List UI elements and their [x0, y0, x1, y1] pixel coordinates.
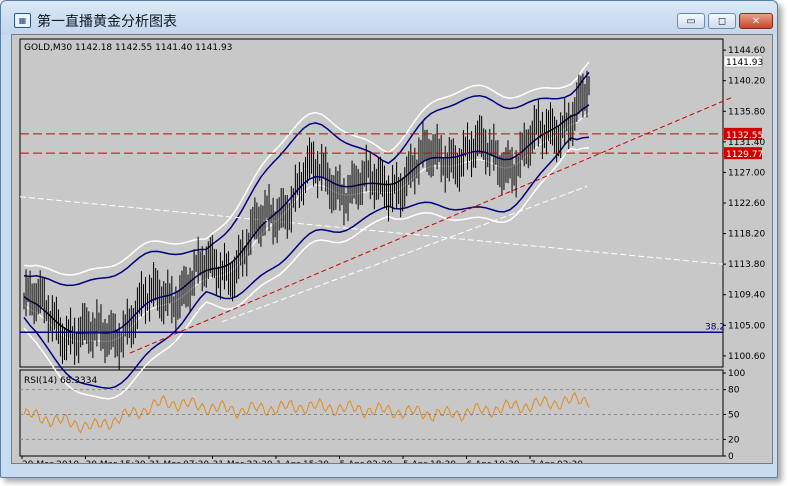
time-tick-label: 31 Mar 23:30 — [213, 460, 273, 463]
price-tick-label: 1140.20 — [728, 77, 765, 87]
horizontal-lines[interactable]: 1132.55 1129.77 38.2 — [20, 127, 763, 334]
time-tick-label: 30 Mar 15:30 — [86, 460, 146, 463]
chart-window: ▦ 第一直播黄金分析图表 ▭ ◻ ✕ 1132.55 1129.77 38.2 GO… — [0, 0, 778, 478]
symbol-info: GOLD,M30 1142.18 1142.55 1141.40 1141.93 — [24, 43, 232, 53]
price-chart[interactable]: 1132.55 1129.77 38.2 GOLD,M30 1142.18 1142… — [12, 35, 772, 463]
window-title: 第一直播黄金分析图表 — [37, 14, 177, 30]
price-tick-label: 1105.00 — [728, 321, 765, 331]
upper-band — [23, 71, 590, 287]
minimize-button[interactable]: ▭ — [677, 13, 705, 29]
chart-area[interactable]: 1132.55 1129.77 38.2 GOLD,M30 1142.18 1142… — [11, 34, 773, 464]
close-button[interactable]: ✕ — [739, 13, 773, 29]
fib-label: 38.2 — [705, 322, 725, 332]
rsi-tick-label: 50 — [728, 411, 740, 421]
rsi-line — [23, 391, 590, 434]
white-trend-line — [19, 196, 724, 265]
rsi-tick-label: 0 — [728, 452, 734, 462]
white-trend-line-2 — [221, 185, 588, 323]
bollinger-bands — [23, 61, 590, 400]
price-tick-label: 1144.60 — [728, 46, 765, 56]
time-tick-label: 6 Apr 10:30 — [467, 460, 520, 463]
price-tick-label: 1127.00 — [728, 168, 765, 178]
price-tick-label: 1122.60 — [728, 199, 765, 209]
current-price: 1141.93 — [726, 58, 763, 68]
current-price-tag — [723, 55, 763, 68]
rsi-tick-label: 80 — [728, 386, 740, 396]
rsi-axis: 100 80 50 20 0 — [20, 369, 745, 462]
chart-window-icon[interactable]: ▦ — [14, 13, 31, 28]
price-tick-label: 1118.20 — [728, 230, 765, 240]
rsi-label: RSI(14) 68.3334 — [24, 376, 97, 386]
time-tick-label: 5 Apr 18:30 — [403, 460, 456, 463]
price-bars — [23, 70, 590, 370]
time-tick-label: 5 Apr 02:30 — [340, 460, 393, 463]
rsi-series-line — [23, 391, 590, 434]
price-level-label: 1129.77 — [726, 150, 763, 160]
time-axis: 29 Mar 2010 30 Mar 15:3031 Mar 07:30 31 Ma… — [21, 456, 583, 463]
title-bar[interactable]: ▦ 第一直播黄金分析图表 ▭ ◻ ✕ — [1, 1, 777, 35]
trend-lines — [19, 96, 733, 354]
price-tick-label: 1135.80 — [728, 107, 765, 117]
price-tick-label: 1113.80 — [728, 260, 765, 270]
time-tick-label: 1 Apr 15:30 — [276, 460, 329, 463]
ma-band — [23, 112, 590, 342]
price-tick-label: 1100.60 — [728, 352, 765, 362]
lower-band — [23, 136, 590, 390]
price-level-label: 1132.55 — [726, 131, 763, 141]
outer-upper-band — [23, 61, 590, 276]
maximize-button[interactable]: ◻ — [708, 13, 736, 29]
time-tick-label: 29 Mar 2010 — [22, 460, 79, 463]
price-tick-label: 1109.40 — [728, 291, 765, 301]
price-level-tag — [724, 127, 762, 140]
middle-band — [23, 104, 590, 334]
rsi-tick-label: 100 — [728, 369, 745, 379]
price-axis: 1144.60 1140.20 1135.80 1131.40 1127.00 1122.… — [723, 46, 765, 362]
time-tick-label: 31 Mar 07:30 — [149, 460, 209, 463]
price-level-tag — [724, 147, 762, 160]
time-tick-label: 7 Apr 02:30 — [530, 460, 583, 463]
red-trend-line — [129, 96, 733, 354]
price-tick-label: 1131.40 — [728, 138, 765, 148]
rsi-tick-label: 20 — [728, 435, 740, 445]
